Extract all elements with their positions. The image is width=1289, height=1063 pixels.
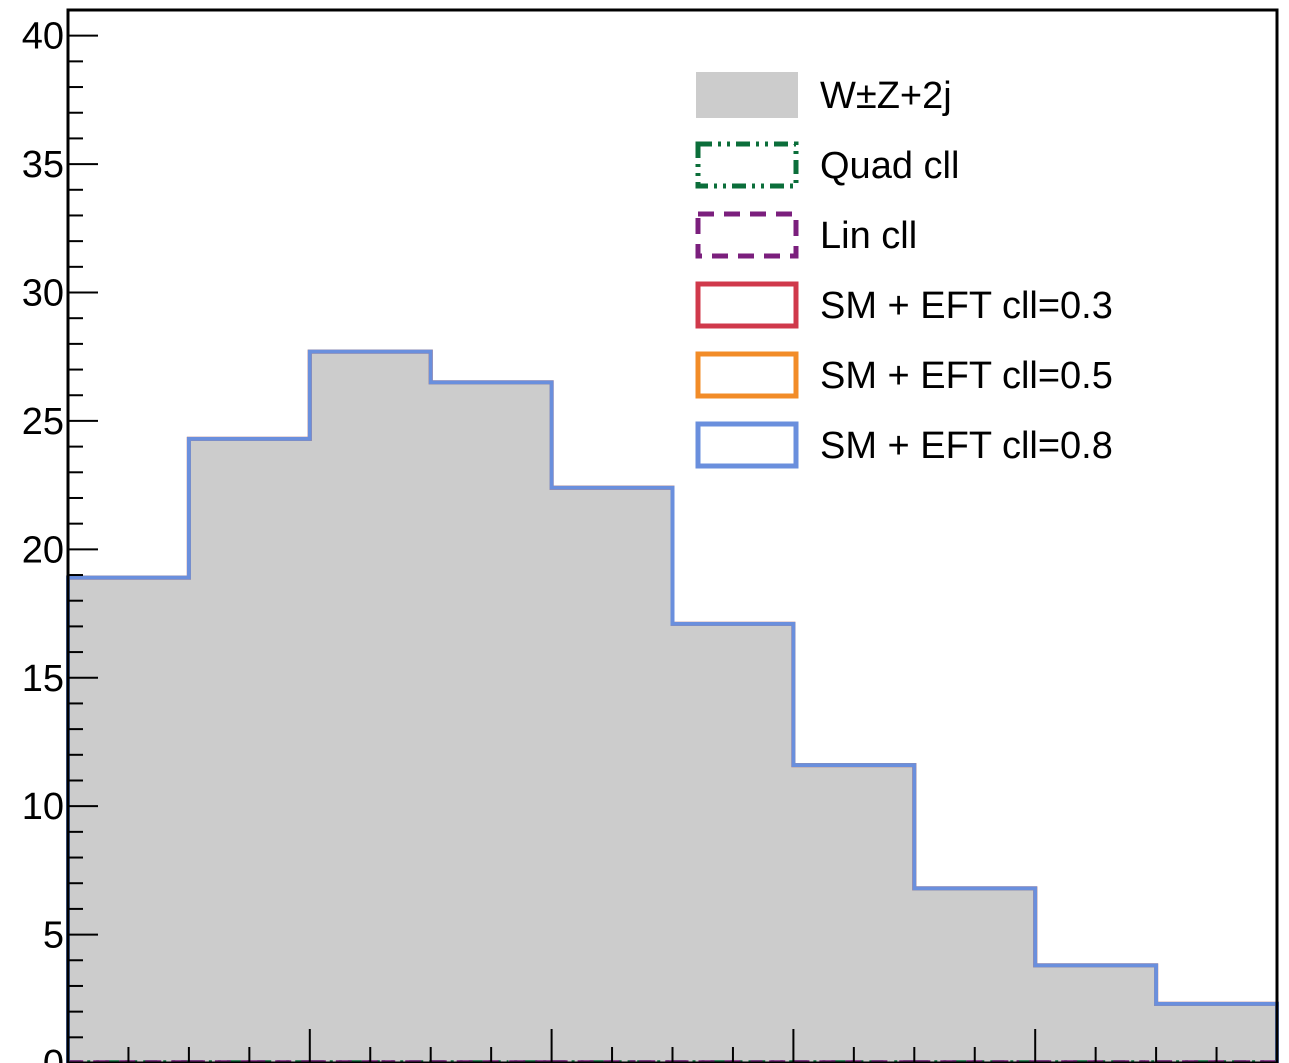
- bar-5-0: [551, 487, 673, 1063]
- plot-frame: [66, 8, 1279, 1063]
- legend-swatch: [695, 421, 799, 469]
- bar-2-0: [188, 438, 311, 1063]
- y-tick-label: 30: [22, 273, 64, 315]
- bar-7-0: [793, 765, 915, 1063]
- legend-label: SM + EFT cll=0.3: [820, 285, 1113, 327]
- y-tick-label: 40: [22, 16, 64, 58]
- legend-label: SM + EFT cll=0.5: [820, 355, 1113, 397]
- legend-label: Lin cll: [820, 215, 917, 257]
- bar-6-0: [672, 623, 794, 1063]
- series-line-5: [66, 349, 1279, 1063]
- y-tick-label: 15: [22, 658, 64, 700]
- y-tick-label: 25: [22, 401, 64, 443]
- legend-swatch: [696, 72, 798, 118]
- legend-label: SM + EFT cll=0.8: [820, 425, 1113, 467]
- bar-3-0: [309, 351, 432, 1063]
- bar-4-0: [430, 382, 553, 1063]
- legend-label: Quad cll: [820, 145, 959, 187]
- y-tick-label: 5: [43, 915, 64, 957]
- y-tick-label: 35: [22, 144, 64, 186]
- legend-swatch: [695, 141, 799, 189]
- legend: W±Z+2j Quad cll Lin cll SM + EFT cll=0.3 SM …: [695, 72, 1113, 469]
- legend-label: W±Z+2j: [820, 75, 952, 117]
- legend-swatch: [695, 281, 799, 329]
- bar-8-0: [914, 888, 1036, 1063]
- legend-swatch: [695, 351, 799, 399]
- y-tick-label: 10: [22, 786, 64, 828]
- y-tick-label: 0: [43, 1043, 64, 1063]
- y-tick-label: 20: [22, 529, 64, 571]
- bar-9-0: [1035, 965, 1157, 1063]
- bar-1-0: [68, 577, 190, 1063]
- legend-swatch: [695, 211, 799, 259]
